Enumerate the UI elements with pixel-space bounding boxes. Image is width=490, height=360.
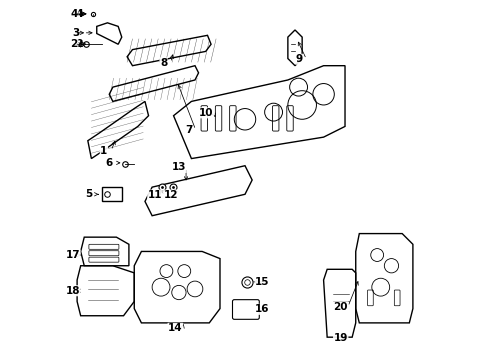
Text: 4: 4 — [71, 9, 78, 19]
Text: 14: 14 — [168, 323, 183, 333]
Text: 15: 15 — [255, 277, 270, 287]
Text: 12: 12 — [164, 190, 178, 200]
Text: 2: 2 — [75, 39, 83, 49]
Text: 9: 9 — [296, 54, 303, 64]
Text: 2: 2 — [71, 39, 78, 49]
Text: 20: 20 — [334, 302, 348, 312]
Text: 3: 3 — [73, 28, 80, 38]
Text: 13: 13 — [172, 162, 186, 172]
Text: 17: 17 — [66, 250, 80, 260]
Text: 10: 10 — [199, 108, 214, 118]
Text: 16: 16 — [255, 304, 270, 314]
Text: 18: 18 — [66, 286, 80, 296]
Text: 5: 5 — [85, 189, 92, 199]
Text: 4: 4 — [75, 9, 83, 19]
Text: 1: 1 — [100, 146, 107, 156]
Text: 8: 8 — [160, 58, 167, 68]
Text: 7: 7 — [185, 125, 192, 135]
Text: 6: 6 — [105, 158, 112, 168]
Text: 11: 11 — [147, 190, 162, 200]
Text: 19: 19 — [334, 333, 348, 343]
